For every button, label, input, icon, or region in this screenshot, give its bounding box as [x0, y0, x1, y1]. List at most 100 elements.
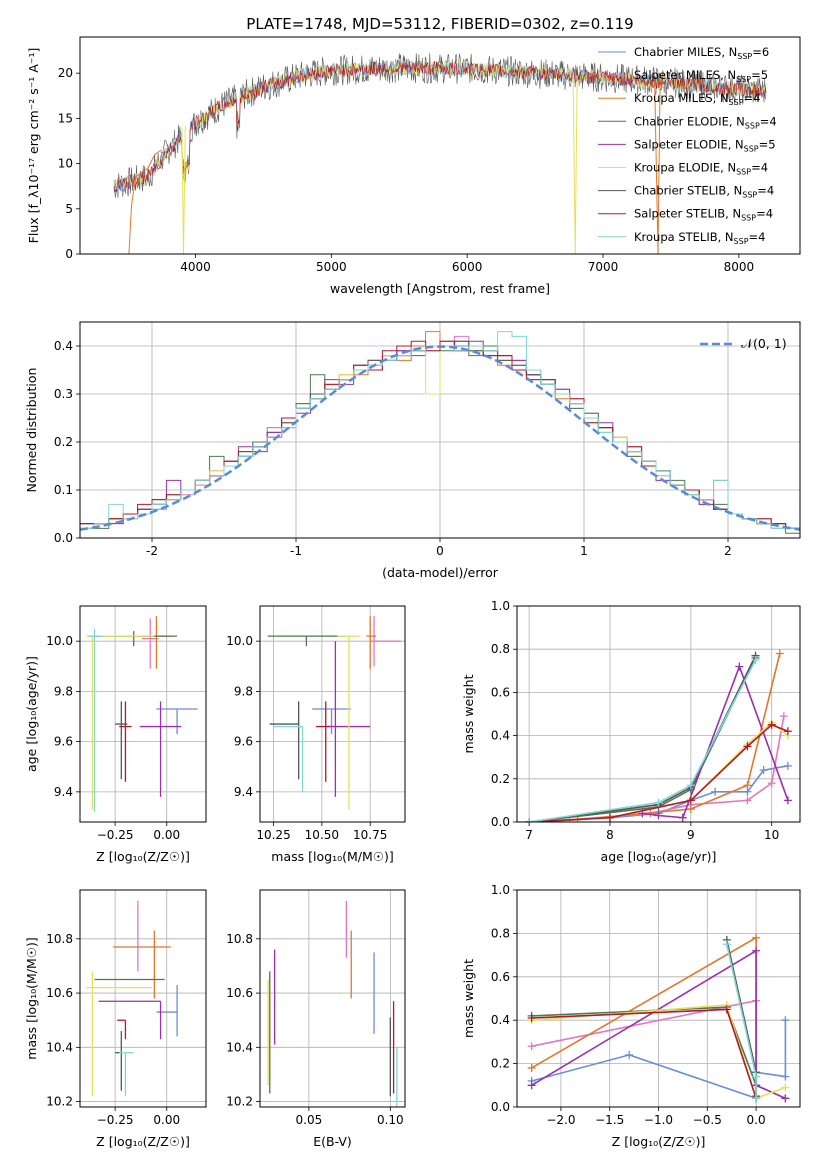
- x-tick-label: 7: [525, 828, 533, 842]
- legend-suffix: =6: [752, 45, 769, 59]
- x-tick-label: -2: [146, 544, 158, 558]
- plus-marker: [654, 798, 663, 807]
- legend-suffix: =4: [749, 230, 766, 244]
- y-tick-label: 0.4: [491, 1013, 510, 1027]
- x-axis-label: mass [log₁₀(M/M☉)]: [271, 849, 393, 864]
- plus-marker: [654, 811, 663, 820]
- y-tick-label: 0.6: [491, 970, 510, 984]
- x-tick-label: 0.00: [153, 1113, 180, 1127]
- x-tick-label: 10: [764, 828, 779, 842]
- x-tick-label: 10.75: [353, 828, 387, 842]
- x-tick-label: −1.0: [644, 1113, 673, 1127]
- spectrum-panel: 4000 5000 6000 7000 8000 0 5 10 15 20 wavelength […: [26, 36, 801, 296]
- plus-marker: [781, 1094, 790, 1103]
- plot-frame: [516, 889, 801, 1108]
- figure-title: PLATE=1748, MJD=53112, FIBERID=0302, z=0…: [246, 15, 633, 33]
- plus-marker: [767, 779, 776, 788]
- legend-entry: Kroupa STELIB, NSSP=4: [634, 230, 765, 246]
- x-axis-label: Z [log₁₀(Z/Z☉)]: [612, 1134, 706, 1149]
- plus-marker: [743, 742, 752, 751]
- y-tick-label: 10.6: [226, 986, 253, 1000]
- spectrum-feature-line: [128, 149, 162, 254]
- x-axis-label: wavelength [Angstrom, rest frame]: [330, 281, 550, 296]
- y-tick-label: 0.4: [54, 339, 73, 353]
- x-tick-label: 8000: [724, 260, 755, 274]
- y-tick-label: 0.0: [491, 1100, 510, 1114]
- x-axis-label: Z [log₁₀(Z/Z☉)]: [96, 849, 190, 864]
- spectrum-line-salpeter-stelib: [113, 60, 767, 193]
- x-tick-label: 0.00: [153, 828, 180, 842]
- plus-marker: [722, 940, 731, 949]
- z-vs-mass-panel: −0.25 0.00 10.2 10.4 10.6 10.8 Z [log₁₀(Z/Z☉)]…: [24, 889, 207, 1149]
- plus-marker: [743, 796, 752, 805]
- plot-frame: [79, 889, 207, 1108]
- spectrum-feature-line: [654, 77, 661, 254]
- plus-marker: [783, 727, 792, 736]
- legend-suffix: =4: [756, 207, 773, 221]
- plus-marker: [752, 1094, 761, 1103]
- legend-entry: Chabrier MILES, NSSP=6: [634, 45, 769, 61]
- x-tick-label: −0.25: [97, 1113, 134, 1127]
- plus-marker: [686, 796, 695, 805]
- legend-suffix: =4: [757, 184, 774, 198]
- y-tick-label: 10.6: [46, 986, 73, 1000]
- legend-subscript: SSP: [734, 237, 749, 246]
- legend-entry: Salpeter MILES, NSSP=5: [634, 68, 768, 84]
- y-tick-label: 10.0: [46, 634, 73, 648]
- y-tick-label: 9.8: [54, 684, 73, 698]
- legend-subscript: SSP: [737, 52, 752, 61]
- y-axis-label: Normed distribution: [24, 368, 39, 493]
- y-tick-label: 10.4: [226, 1040, 253, 1054]
- spectrum-feature-line: [181, 125, 186, 254]
- x-tick-label: 2: [724, 544, 732, 558]
- plus-marker: [759, 766, 768, 775]
- y-tick-label: 9.8: [234, 684, 253, 698]
- legend-subscript: SSP: [736, 168, 751, 177]
- y-tick-label: 10.4: [46, 1040, 73, 1054]
- x-tick-label: 9: [687, 828, 695, 842]
- normal-legend-label: 𝒩(0, 1): [741, 336, 787, 351]
- legend-entry: Salpeter STELIB, NSSP=4: [634, 207, 773, 223]
- legend-entry: Salpeter ELODIE, NSSP=5: [634, 137, 776, 153]
- legend-subscript: SSP: [741, 214, 756, 223]
- y-tick-label: 1.0: [491, 883, 510, 897]
- age-vs-weight-panel: 7 8 9 10 0.0 0.2 0.4 0.6 0.8 1.0 age [log₁₀(age/yr…: [461, 599, 801, 864]
- legend-entry: Kroupa ELODIE, NSSP=4: [634, 161, 768, 177]
- plus-marker: [751, 656, 760, 664]
- legend-subscript: SSP: [744, 144, 759, 153]
- legend-subscript: SSP: [745, 121, 760, 130]
- y-tick-label: 1.0: [491, 599, 510, 613]
- y-tick-label: 9.4: [234, 785, 253, 799]
- y-tick-label: 10.0: [226, 634, 253, 648]
- spectrum-legend: Chabrier MILES, NSSP=6 Salpeter MILES, NS…: [598, 45, 777, 246]
- y-axis-label: Flux [f_λ10⁻¹⁷ erg cm⁻² s⁻¹ A⁻¹]: [26, 48, 41, 244]
- legend-subscript: SSP: [736, 75, 751, 84]
- plot-frame: [79, 605, 207, 823]
- y-tick-label: 0.8: [491, 926, 510, 940]
- histogram-data: [80, 331, 800, 534]
- x-axis-label: Z [log₁₀(Z/Z☉)]: [96, 1134, 190, 1149]
- plus-marker: [722, 1005, 731, 1014]
- y-tick-label: 0.4: [491, 729, 510, 743]
- plot-frame: [516, 605, 801, 823]
- x-tick-label: −0.5: [693, 1113, 722, 1127]
- ebv-vs-mass-panel: 0.05 0.10 10.2 10.4 10.6 10.8 E(B-V): [226, 889, 406, 1149]
- plus-marker: [527, 1063, 536, 1072]
- x-tick-label: 8: [606, 828, 614, 842]
- x-tick-label: 5000: [316, 260, 347, 274]
- y-tick-label: 0.2: [54, 435, 73, 449]
- normal-curve: [80, 345, 800, 531]
- legend-suffix: =4: [744, 91, 761, 105]
- y-tick-label: 9.6: [234, 735, 253, 749]
- plus-marker: [735, 662, 744, 671]
- x-tick-label: 1: [580, 544, 588, 558]
- ebv-vs-mass-data: [267, 900, 398, 1107]
- plus-marker: [779, 712, 788, 721]
- legend-subscript: SSP: [729, 98, 744, 107]
- plus-marker: [767, 720, 776, 729]
- x-tick-label: 7000: [588, 260, 619, 274]
- plus-marker: [527, 1014, 536, 1023]
- x-tick-label: −1.5: [595, 1113, 624, 1127]
- x-axis-label: age [log₁₀(age/yr)]: [601, 849, 717, 864]
- series-line-salpeter-stelib: [529, 723, 789, 822]
